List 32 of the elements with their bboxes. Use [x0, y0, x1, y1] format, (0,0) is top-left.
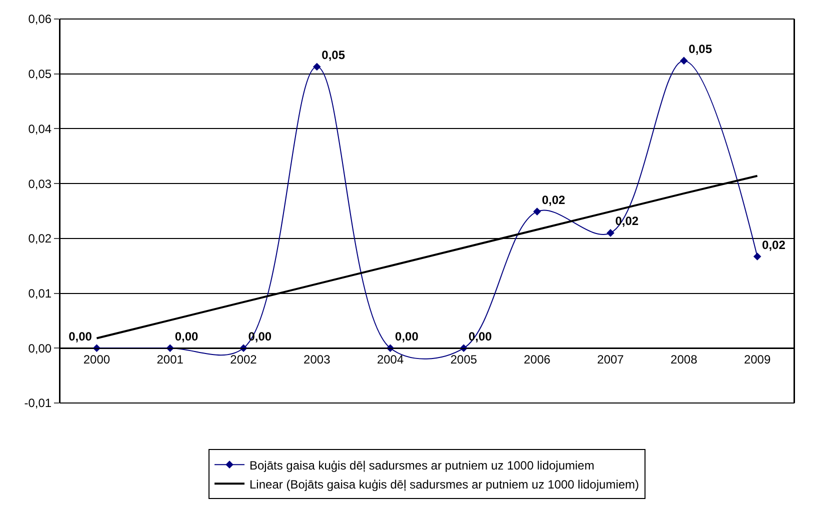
x-tick-label: 2008 [670, 352, 698, 367]
point [533, 208, 541, 216]
data-label: 0,00 [395, 329, 419, 344]
data-label: 0,05 [688, 42, 712, 56]
y-tick-label: 0,04 [28, 122, 52, 136]
y-tick-label: 0,05 [28, 67, 52, 82]
point [606, 229, 614, 237]
point [313, 62, 321, 71]
x-tick-label: 2005 [450, 352, 478, 367]
data-label: 0,02 [762, 238, 786, 252]
y-tick-label: 0,01 [28, 286, 52, 300]
legend-label: Bojāts gaisa kuģis dēļ sadursmes ar putniem uz 1000 lidojumiem [250, 458, 594, 472]
point [753, 252, 762, 260]
x-tick-label: 2004 [376, 352, 404, 367]
x-tick-label: 2003 [304, 352, 331, 367]
data-label: 0,00 [68, 329, 92, 344]
point [680, 56, 688, 65]
y-tick-label: 0,06 [28, 12, 52, 26]
data-label: 0,02 [542, 192, 566, 207]
x-tick-label: 2000 [83, 352, 110, 367]
y-tick-label: 0,02 [28, 232, 52, 246]
y-tick-label: 0,00 [28, 341, 52, 356]
x-tick-label: 2006 [524, 352, 551, 367]
data-label: 0,00 [174, 329, 199, 344]
y-tick-label: 0,03 [28, 176, 52, 191]
x-tick-label: 2009 [744, 352, 771, 367]
legend-label: Linear (Bojāts gaisa kuģis dēļ sadursmes ar putniem uz 1000 lidojumiem) [250, 477, 640, 492]
x-tick-label: 2001 [156, 352, 184, 367]
y-tick-label: -0,01 [24, 396, 52, 410]
data-label: 0,05 [322, 48, 346, 62]
x-tick-label: 2002 [230, 352, 258, 367]
x-tick-label: 2007 [597, 352, 624, 367]
